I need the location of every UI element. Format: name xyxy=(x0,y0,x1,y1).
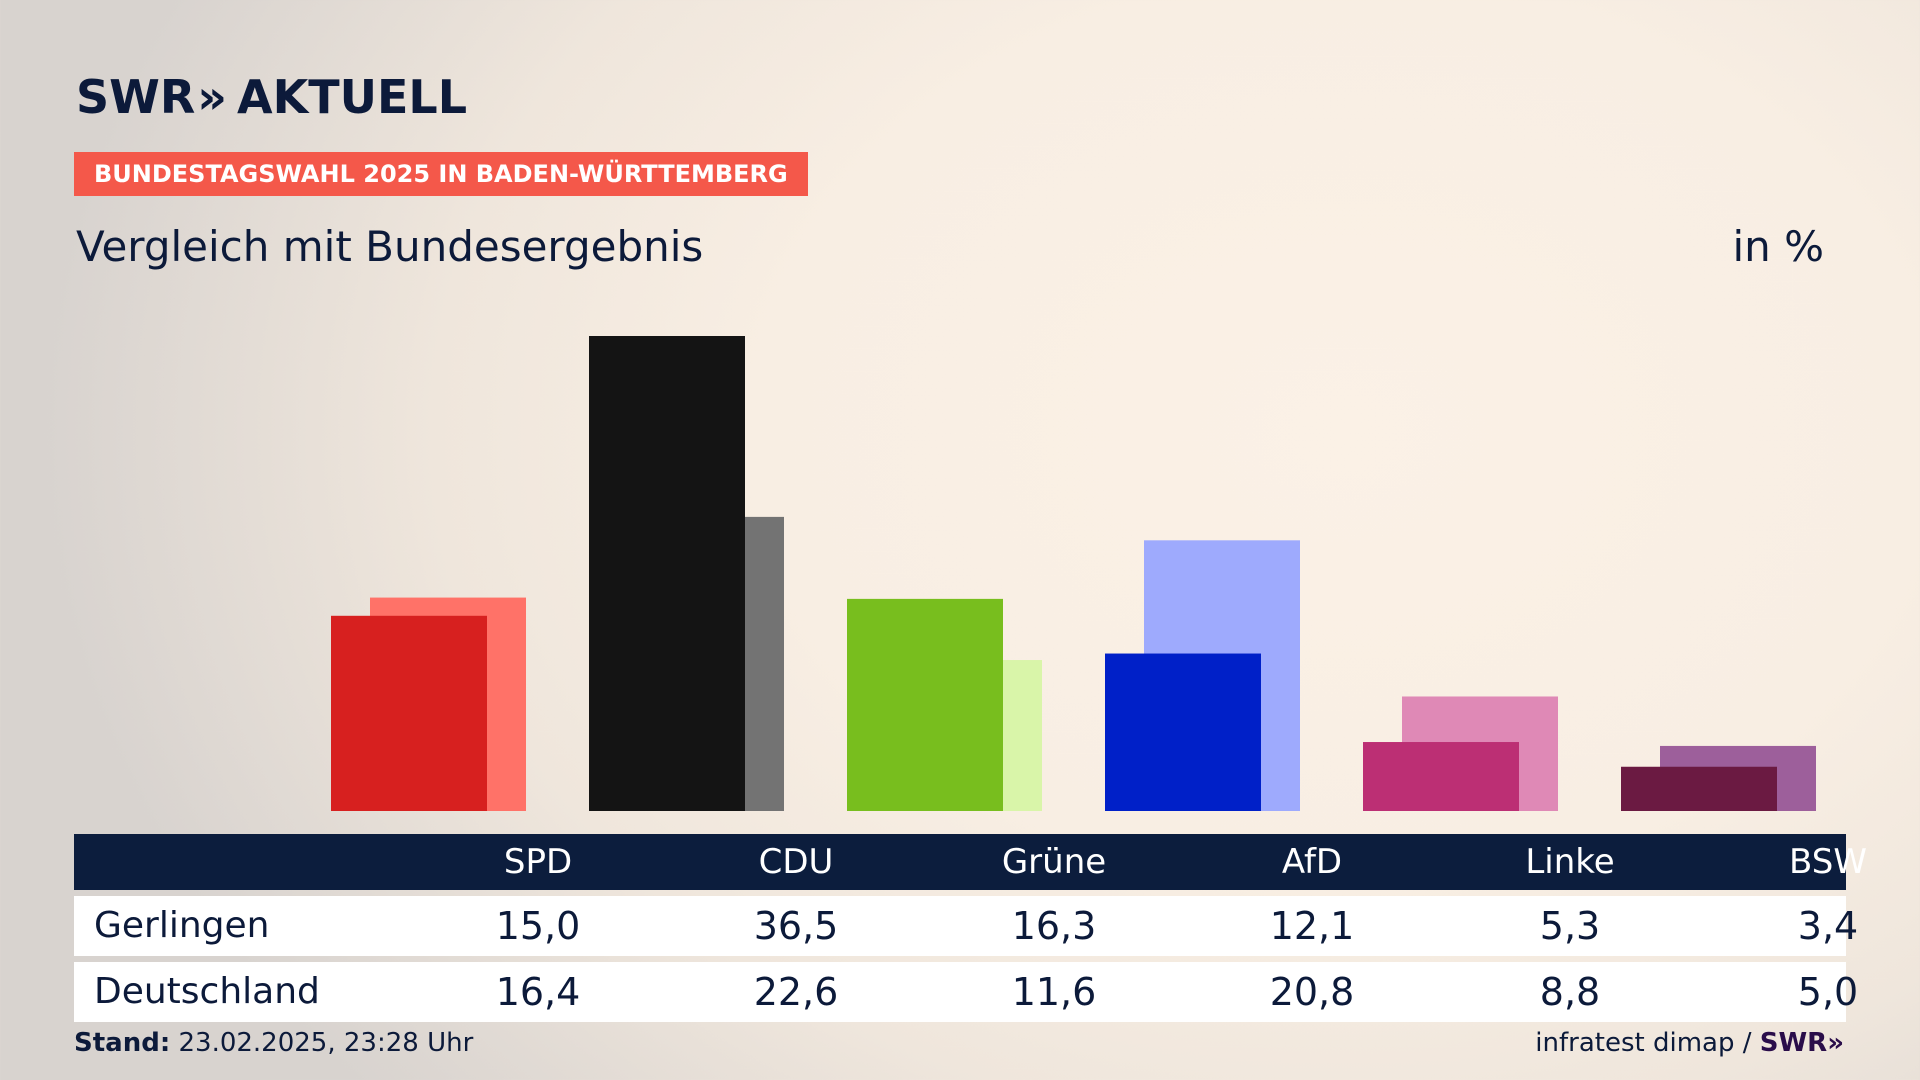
table-cell: 16,3 xyxy=(1011,904,1097,948)
table-header-afd: AfD xyxy=(1281,842,1343,882)
table-cell: 11,6 xyxy=(1011,970,1097,1014)
swr-small-logo: SWR» xyxy=(1759,1028,1844,1058)
row-label: Deutschland xyxy=(94,971,320,1012)
table-row-deutschland: Deutschland 16,4 22,6 11,6 20,8 8,8 5,0 xyxy=(74,962,1858,1022)
table-header-row: SPD CDU Grüne AfD Linke BSW xyxy=(74,834,1867,890)
table-cell: 5,0 xyxy=(1797,970,1859,1014)
logo-text: SWR xyxy=(76,70,196,124)
stand-value: 23.02.2025, 23:28 Uhr xyxy=(178,1028,474,1058)
kicker-label: BUNDESTAGSWAHL 2025 IN BADEN-WÜRTTEMBERG xyxy=(74,152,808,196)
timestamp: Stand: 23.02.2025, 23:28 Uhr xyxy=(74,1028,473,1058)
table-header-grne: Grüne xyxy=(1001,842,1107,882)
stand-label: Stand: xyxy=(74,1028,171,1058)
row-label: Gerlingen xyxy=(94,905,270,946)
bar-gerlingen-grne xyxy=(847,598,1003,811)
table-header-cdu: CDU xyxy=(758,842,834,882)
table-header-linke: Linke xyxy=(1525,842,1615,882)
results-table: SPD CDU Grüne AfD Linke BSW Gerlingen 15,0 36,5… xyxy=(74,834,1867,1022)
chart-subtitle: Vergleich mit Bundesergebnis xyxy=(76,222,704,271)
table-cell: 3,4 xyxy=(1797,904,1859,948)
bar-gerlingen-linke xyxy=(1363,742,1519,811)
unit-label: in % xyxy=(1732,222,1824,271)
table-row-gerlingen: Gerlingen 15,0 36,5 16,3 12,1 5,3 3,4 xyxy=(74,896,1858,956)
table-cell: 15,0 xyxy=(495,904,581,948)
table-header-bsw: BSW xyxy=(1789,842,1867,882)
table-cell: 5,3 xyxy=(1539,904,1601,948)
bar-gerlingen-afd xyxy=(1105,653,1261,811)
table-header-spd: SPD xyxy=(503,842,573,882)
table-cell: 16,4 xyxy=(495,970,581,1014)
source-text: infratest dimap / xyxy=(1535,1028,1752,1058)
bar-gerlingen-spd xyxy=(331,615,487,811)
table-cell: 8,8 xyxy=(1539,970,1601,1014)
table-cell: 20,8 xyxy=(1269,970,1355,1014)
table-cell: 22,6 xyxy=(753,970,839,1014)
logo-suffix: AKTUELL xyxy=(237,70,468,124)
table-cell: 12,1 xyxy=(1269,904,1355,948)
source-credit: infratest dimap / SWR» xyxy=(1535,1028,1844,1058)
bar-gerlingen-bsw xyxy=(1621,766,1777,811)
table-cell: 36,5 xyxy=(753,904,839,948)
swr-aktuell-logo: SWR» AKTUELL xyxy=(76,70,467,124)
bar-gerlingen-cdu xyxy=(589,336,745,811)
